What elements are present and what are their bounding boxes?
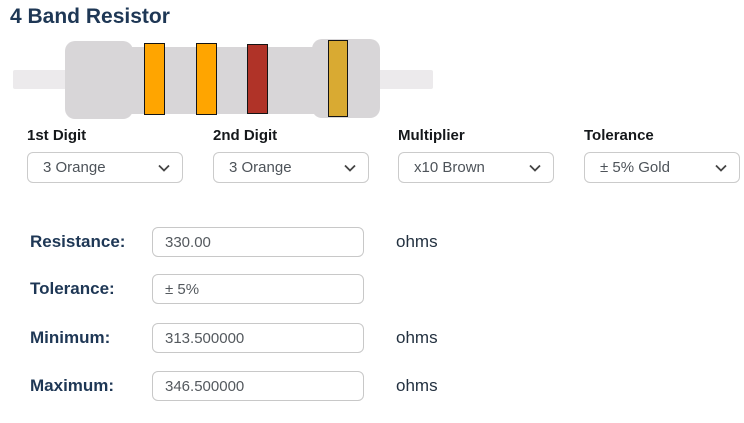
first-digit-label: 1st Digit [27,127,87,144]
minimum-row: Minimum: ohms [30,323,438,353]
tolerance-row: Tolerance: [30,274,396,304]
second-digit-select[interactable]: 3 Orange [213,152,369,183]
multiplier-label: Multiplier [398,127,465,144]
resistance-input[interactable] [152,227,364,257]
maximum-label: Maximum: [30,376,115,395]
resistor-body-left-cap [65,41,133,119]
second-digit-field: 2nd Digit 3 Orange [213,127,369,183]
multiplier-field: Multiplier x10 Brown [398,127,554,183]
maximum-unit: ohms [396,376,438,395]
multiplier-select[interactable]: x10 Brown [398,152,554,183]
page-title: 4 Band Resistor [10,5,170,28]
resistor-band-2nd-digit [196,43,217,115]
resistor-band-1st-digit [144,43,165,115]
second-digit-label: 2nd Digit [213,127,278,144]
resistance-row: Resistance: ohms [30,227,438,257]
tolerance-field: Tolerance ± 5% Gold [584,127,740,183]
minimum-unit: ohms [396,328,438,347]
resistance-label: Resistance: [30,232,126,251]
first-digit-field: 1st Digit 3 Orange [27,127,183,183]
tolerance-label: Tolerance [584,127,654,144]
resistance-unit: ohms [396,232,438,251]
minimum-input[interactable] [152,323,364,353]
maximum-row: Maximum: ohms [30,371,438,401]
maximum-input[interactable] [152,371,364,401]
tolerance-result-label: Tolerance: [30,279,115,298]
tolerance-select[interactable]: ± 5% Gold [584,152,740,183]
tolerance-input[interactable] [152,274,364,304]
resistor-band-tolerance [328,40,348,117]
first-digit-select[interactable]: 3 Orange [27,152,183,183]
minimum-label: Minimum: [30,328,111,347]
resistor-band-multiplier [247,44,268,114]
